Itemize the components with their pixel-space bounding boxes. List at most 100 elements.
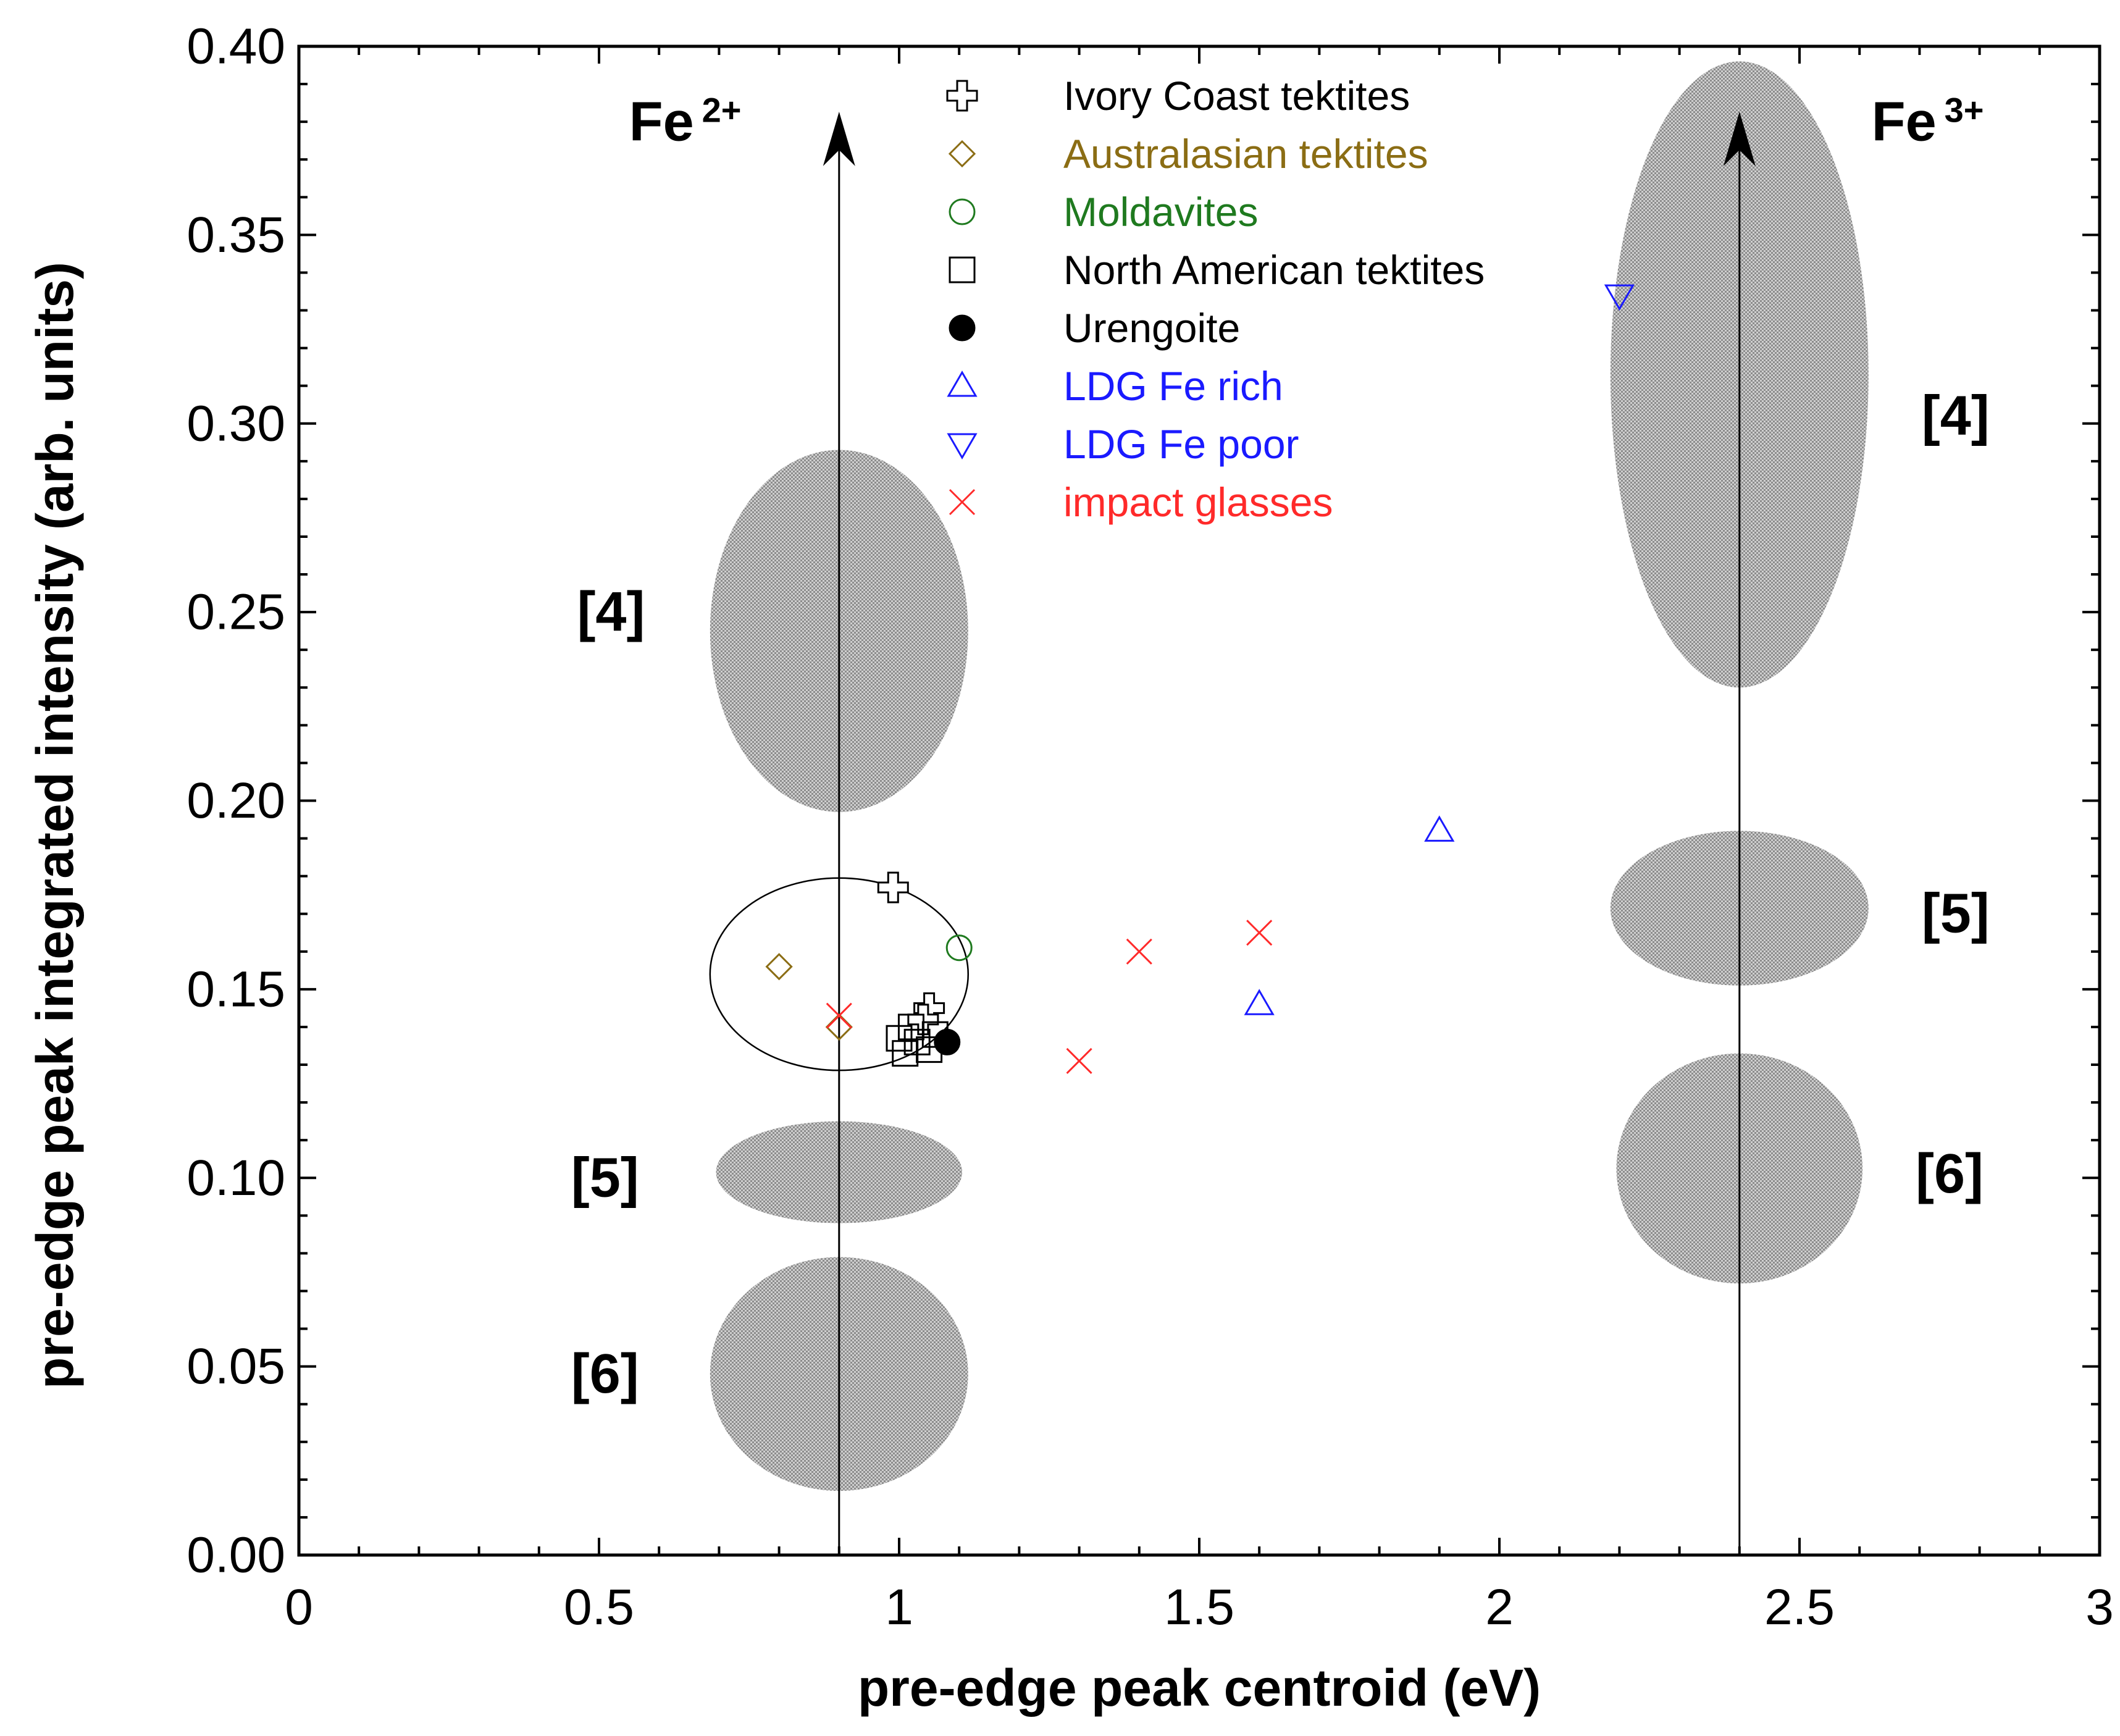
data-point-7-1 — [1066, 1047, 1092, 1074]
ion-superscript-0: 2+ — [702, 91, 742, 130]
legend-marker-0 — [946, 80, 978, 112]
circle-marker-shape — [945, 934, 973, 962]
ion-label-1: Fe — [1872, 91, 1937, 153]
legend-marker-5 — [947, 371, 978, 397]
series-5 — [1244, 815, 1455, 1015]
legend-marker-3 — [949, 256, 976, 283]
arrowhead-icon — [1723, 111, 1756, 166]
data-point-1-0 — [765, 953, 793, 981]
sample-envelope — [709, 877, 970, 1071]
region-label-5: [6] — [1916, 1143, 1984, 1205]
legend-marker-7 — [949, 489, 976, 516]
data-point-7-0 — [826, 1002, 852, 1029]
sample-envelope-layer — [709, 877, 970, 1071]
region-label-3: [4] — [1922, 385, 1990, 447]
y-tick-label: 0.10 — [186, 1150, 285, 1206]
legend-label-3: North American tektites — [1063, 247, 1485, 293]
legend-label-6: LDG Fe poor — [1063, 421, 1299, 467]
triangle-up-marker-shape — [1424, 815, 1455, 842]
region-label-1: [5] — [571, 1147, 639, 1209]
x-marker-shape — [1066, 1047, 1092, 1074]
data-point-5-1 — [1244, 989, 1275, 1015]
cross-marker-shape — [946, 80, 978, 112]
region-label-0: [4] — [577, 581, 645, 643]
legend-label-0: Ivory Coast tektites — [1063, 73, 1410, 119]
y-tick-label: 0.05 — [186, 1338, 285, 1394]
legend-marker-1 — [948, 140, 976, 168]
data-point-3-5 — [897, 1013, 924, 1041]
arrowhead-icon — [823, 111, 855, 166]
legend-item-0: Ivory Coast tektites — [946, 73, 1410, 119]
legend-label-2: Moldavites — [1063, 189, 1258, 235]
series-7 — [826, 920, 1273, 1074]
y-axis-title: pre-edge peak integrated intensity (arb.… — [26, 262, 84, 1389]
legend: Ivory Coast tektites Australasian tektite… — [946, 73, 1485, 525]
diamond-marker-shape — [948, 140, 976, 168]
y-tick-label: 0.15 — [186, 961, 285, 1017]
x-tick-label: 2 — [1485, 1579, 1514, 1635]
triangle-down-marker-shape — [947, 433, 978, 459]
annotations: [4][5][6][4][5][6]Fe 2+ Fe 3+ — [571, 91, 1990, 1405]
data-point-6-0 — [1604, 284, 1635, 311]
legend-item-4: Urengoite — [949, 305, 1240, 351]
reference-lines — [823, 111, 1756, 1555]
ion-superscript-1: 3+ — [1945, 91, 1984, 130]
legend-marker-6 — [947, 433, 978, 459]
series-4 — [934, 1028, 961, 1055]
x-marker-shape — [1246, 920, 1273, 946]
legend-marker-2 — [949, 198, 976, 225]
axes: 0 0.5 1 1.5 2 2.5 3 0.00 0.05 0.10 0.15 0.20 0.25 0.3… — [26, 19, 2114, 1717]
data-point-4-0 — [934, 1028, 961, 1055]
y-tick-label: 0.40 — [186, 19, 285, 75]
legend-item-1: Australasian tektites — [948, 131, 1428, 177]
region-label-4: [5] — [1922, 883, 1990, 945]
y-tick-label: 0.30 — [186, 395, 285, 451]
square-marker-shape — [949, 256, 976, 283]
x-marker-shape — [949, 489, 976, 516]
data-point-7-2 — [1126, 938, 1152, 965]
legend-item-5: LDG Fe rich — [947, 363, 1283, 409]
x-tick-label: 0.5 — [564, 1579, 634, 1635]
triangle-up-marker-shape — [1244, 989, 1275, 1015]
data-point-0-0 — [877, 871, 909, 904]
x-tick-label: 1.5 — [1164, 1579, 1234, 1635]
data-point-5-0 — [1424, 815, 1455, 842]
region-label-2: [6] — [571, 1343, 639, 1405]
ion-label-0: Fe — [629, 91, 694, 153]
legend-item-6: LDG Fe poor — [947, 421, 1299, 467]
data-points — [765, 284, 1635, 1074]
series-2 — [945, 934, 973, 962]
legend-item-7: impact glasses — [949, 479, 1333, 525]
legend-item-2: Moldavites — [949, 189, 1258, 235]
legend-label-5: LDG Fe rich — [1063, 363, 1283, 409]
legend-label-1: Australasian tektites — [1063, 131, 1428, 177]
x-tick-label: 3 — [2085, 1579, 2114, 1635]
data-point-2-0 — [945, 934, 973, 962]
x-tick-label: 1 — [885, 1579, 913, 1635]
legend-item-3: North American tektites — [949, 247, 1485, 293]
legend-marker-4 — [949, 314, 976, 342]
series-0 — [877, 871, 945, 1036]
diamond-marker-shape — [765, 953, 793, 981]
x-tick-label: 2.5 — [1764, 1579, 1835, 1635]
square-marker-shape — [897, 1013, 924, 1041]
x-marker-shape — [826, 1002, 852, 1029]
x-tick-label: 0 — [285, 1579, 313, 1635]
y-tick-label: 0.35 — [186, 207, 285, 263]
legend-label-7: impact glasses — [1063, 479, 1333, 525]
cross-marker-shape — [877, 871, 909, 904]
series-6 — [1604, 284, 1635, 311]
circle-marker-shape — [949, 198, 976, 225]
x-axis-title: pre-edge peak centroid (eV) — [858, 1659, 1541, 1717]
triangle-up-marker-shape — [947, 371, 978, 397]
y-tick-label: 0.25 — [186, 584, 285, 640]
y-tick-label: 0.00 — [186, 1527, 285, 1583]
legend-label-4: Urengoite — [1063, 305, 1240, 351]
filled-circle-marker-shape — [934, 1028, 961, 1055]
triangle-down-marker-shape — [1604, 284, 1635, 311]
y-tick-label: 0.20 — [186, 773, 285, 829]
x-marker-shape — [1126, 938, 1152, 965]
data-point-7-3 — [1246, 920, 1273, 946]
series-3 — [886, 1013, 949, 1067]
filled-circle-marker-shape — [949, 314, 976, 342]
